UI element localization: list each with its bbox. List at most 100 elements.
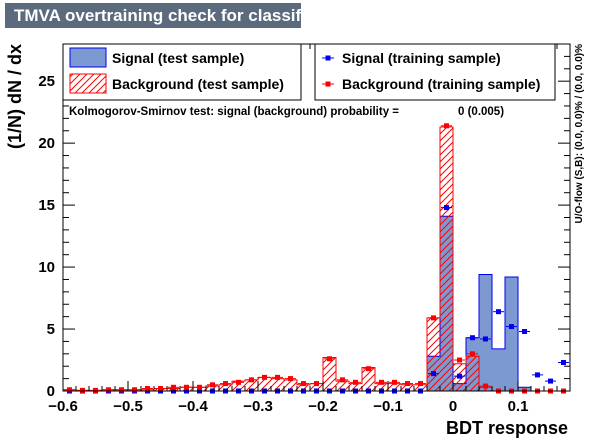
legend-left: Signal (test sample) Background (test sa… xyxy=(62,43,302,101)
background-train-point xyxy=(428,315,439,321)
background-test-bar xyxy=(310,383,323,391)
signal-train-point-marker xyxy=(561,359,566,365)
background-test-bar xyxy=(232,381,245,391)
ks-test-label: Kolmogorov-Smirnov test: signal (backgro… xyxy=(69,106,399,118)
background-train-point-marker xyxy=(223,381,228,387)
signal-train-point xyxy=(441,205,452,211)
signal-train-point xyxy=(480,336,491,342)
legend-label-background-train: Background (training sample) xyxy=(342,76,540,92)
background-test-bar xyxy=(336,381,349,391)
background-train-point-marker xyxy=(171,384,176,390)
legend-label-signal-train: Signal (training sample) xyxy=(342,50,501,66)
background-train-point xyxy=(90,387,101,393)
background-test-bar xyxy=(440,127,453,392)
background-train-point xyxy=(246,377,257,383)
background-train-point-marker xyxy=(457,357,462,363)
background-train-point xyxy=(103,387,114,393)
x-tick-label: −0.2 xyxy=(308,398,338,415)
signal-train-point xyxy=(428,371,439,377)
legend-marker-signal-train xyxy=(325,55,331,61)
background-train-point-marker xyxy=(184,384,189,390)
background-test-bar xyxy=(362,367,375,391)
x-axis-title: BDT response xyxy=(446,418,568,438)
signal-train-point-marker xyxy=(509,324,514,330)
background-train-point xyxy=(259,374,270,380)
background-train-point-marker xyxy=(405,381,410,387)
background-train-point-marker xyxy=(327,356,332,362)
chart-title: TMVA overtraining check for classifier: … xyxy=(5,3,367,28)
background-train-point xyxy=(194,384,205,390)
y-tick-label: 0 xyxy=(47,383,55,400)
background-test-bar xyxy=(427,317,440,391)
background-train-point-marker xyxy=(275,374,280,380)
y-axis-title: (1/N) dN / dx xyxy=(5,44,25,149)
legend-swatch-signal-test xyxy=(69,47,107,68)
background-train-point-marker xyxy=(288,376,293,382)
legend-swatch-background-test xyxy=(69,73,107,94)
background-train-point-marker xyxy=(236,379,241,385)
background-train-point-marker xyxy=(366,366,371,372)
legend-marker-background-train xyxy=(325,81,331,87)
background-train-point xyxy=(363,366,374,372)
background-test-bar xyxy=(388,383,401,391)
background-test-bar xyxy=(258,377,271,391)
y-tick-label: 15 xyxy=(38,197,55,214)
ks-test-value: 0 (0.005) xyxy=(458,106,504,118)
background-train-point-marker xyxy=(119,387,124,393)
signal-train-point-marker xyxy=(535,372,540,378)
background-test-bar xyxy=(414,384,427,391)
background-train-point-marker xyxy=(301,381,306,387)
background-train-point-marker xyxy=(353,379,358,385)
background-train-point xyxy=(454,357,465,363)
background-train-point xyxy=(467,351,478,357)
signal-train-point-marker xyxy=(483,336,488,342)
signal-train-point-marker xyxy=(431,371,436,377)
background-train-point xyxy=(77,387,88,393)
background-train-point xyxy=(480,383,491,389)
background-train-point-marker xyxy=(93,387,98,393)
background-train-point xyxy=(311,381,322,387)
background-train-point-marker xyxy=(392,379,397,385)
background-test-bar xyxy=(375,383,388,391)
y-tick-label: 20 xyxy=(38,135,55,152)
overflow-label: U/O-flow (S,B): (0.0, 0.0)% / (0.0, 0.0)… xyxy=(574,44,585,224)
background-train-point xyxy=(324,356,335,362)
legend-label-signal-test: Signal (test sample) xyxy=(112,50,244,66)
x-tick-label: 0.1 xyxy=(508,398,529,415)
background-test-bar xyxy=(219,384,232,391)
background-test-bar xyxy=(284,379,297,391)
x-tick-label: −0.4 xyxy=(178,398,208,415)
signal-train-point-marker xyxy=(548,378,553,384)
signal-train-point-marker xyxy=(444,205,449,211)
signal-train-point xyxy=(506,324,517,330)
background-train-point-marker xyxy=(431,315,436,321)
background-train-point xyxy=(64,387,75,393)
background-train-point xyxy=(220,381,231,387)
y-tick-label: 5 xyxy=(47,321,55,338)
background-train-point xyxy=(181,384,192,390)
background-train-point xyxy=(402,381,413,387)
background-test-bar xyxy=(323,357,336,391)
legend-label-background-test: Background (test sample) xyxy=(112,76,284,92)
background-train-point-marker xyxy=(106,387,111,393)
background-train-point xyxy=(168,384,179,390)
background-train-point-marker xyxy=(145,386,150,392)
background-train-point xyxy=(285,376,296,382)
background-train-point xyxy=(116,387,127,393)
signal-train-point xyxy=(558,359,569,365)
signal-test-bar xyxy=(492,348,505,391)
background-train-point xyxy=(207,382,218,388)
signal-train-point xyxy=(532,372,543,378)
legend-right-box xyxy=(314,43,556,101)
signal-train-point-marker xyxy=(470,335,475,341)
background-train-point-marker xyxy=(379,379,384,385)
signal-train-point xyxy=(545,378,556,384)
signal-train-point xyxy=(467,335,478,341)
background-train-point xyxy=(129,387,140,393)
background-test-bar xyxy=(245,379,258,391)
x-tick-label: −0.5 xyxy=(113,398,143,415)
background-train-point-marker xyxy=(340,377,345,383)
background-test-bar xyxy=(466,356,479,391)
legend-right: Signal (training sample) Background (tra… xyxy=(314,43,556,101)
signal-test-bar xyxy=(479,274,492,391)
